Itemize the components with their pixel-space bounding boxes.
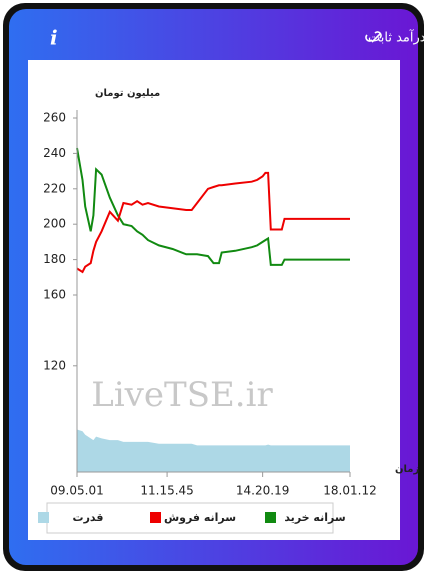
y-tick-label: 260 [43, 111, 66, 125]
info-icon[interactable]: i [50, 26, 58, 50]
x-tick-label: 18.01.12 [323, 484, 376, 498]
y-tick-label: 120 [43, 358, 66, 372]
x-axis-label: زمان [395, 464, 419, 475]
watermark: LiveTSE.ir [91, 375, 273, 415]
y-tick-label: 220 [43, 181, 66, 195]
legend-label: قدرت [73, 511, 104, 524]
y-tick-label: 180 [43, 252, 66, 266]
legend-swatch [38, 512, 49, 523]
x-tick-label: 11.15.45 [140, 484, 193, 498]
y-axis-label: میلیون تومان [95, 88, 160, 99]
x-tick-label: 09.05.01 [50, 484, 103, 498]
area [77, 429, 350, 472]
y-tick-label: 240 [43, 146, 66, 160]
legend-label: سرانه خرید [284, 511, 345, 524]
line [76, 171, 350, 274]
y-tick-label: 200 [43, 217, 66, 231]
line [76, 147, 350, 266]
title: سرانه ی خرید و فروش حقیقی در صندوق های د… [368, 29, 427, 46]
x-tick-label: 14.20.19 [236, 484, 289, 498]
link-icon[interactable] [365, 31, 382, 43]
legend-swatch [265, 512, 276, 523]
legend-swatch [150, 512, 161, 523]
y-tick-label: 160 [43, 288, 66, 302]
legend-label: سرانه فروش [164, 511, 236, 524]
